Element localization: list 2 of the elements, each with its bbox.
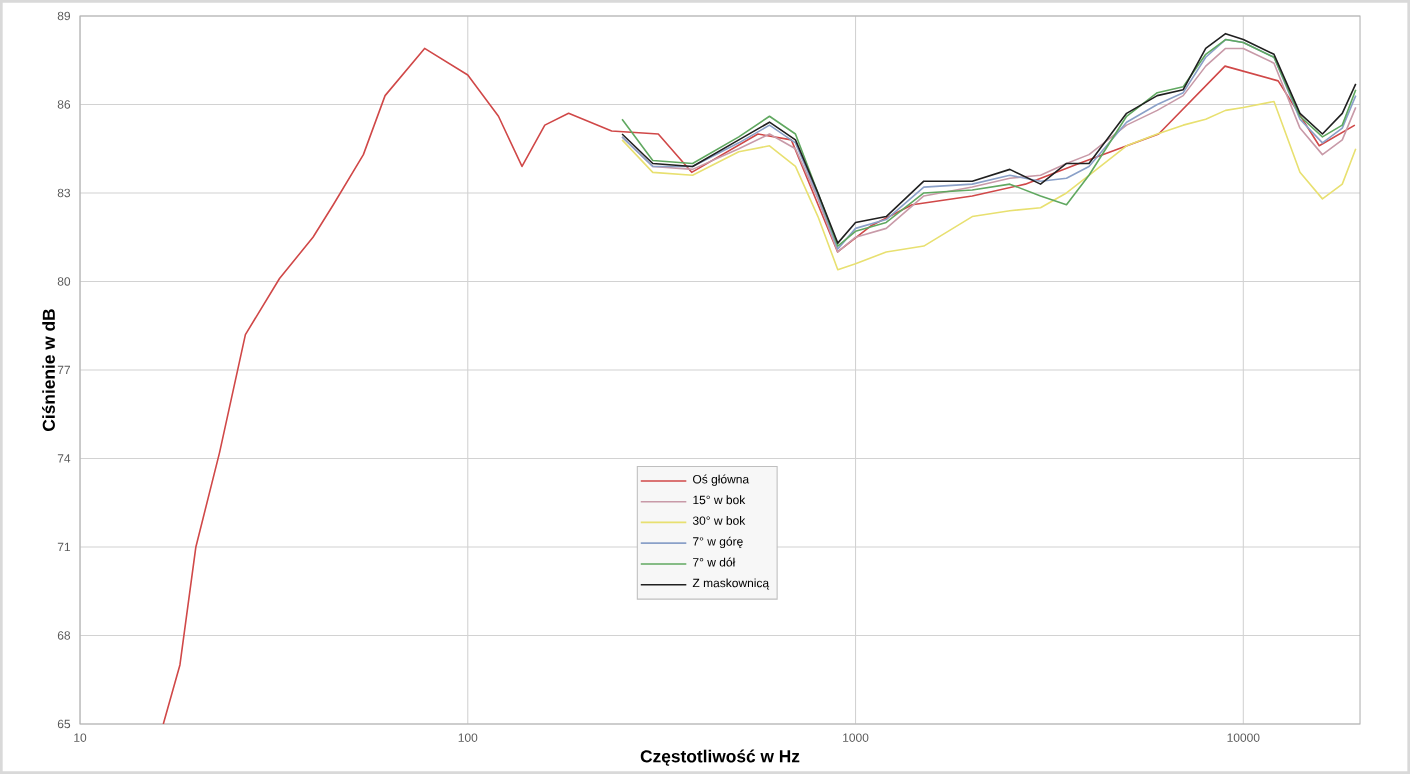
y-axis-title: Ciśnienie w dB [42, 308, 55, 431]
x-axis-title: Częstotliwość w Hz [640, 749, 800, 766]
